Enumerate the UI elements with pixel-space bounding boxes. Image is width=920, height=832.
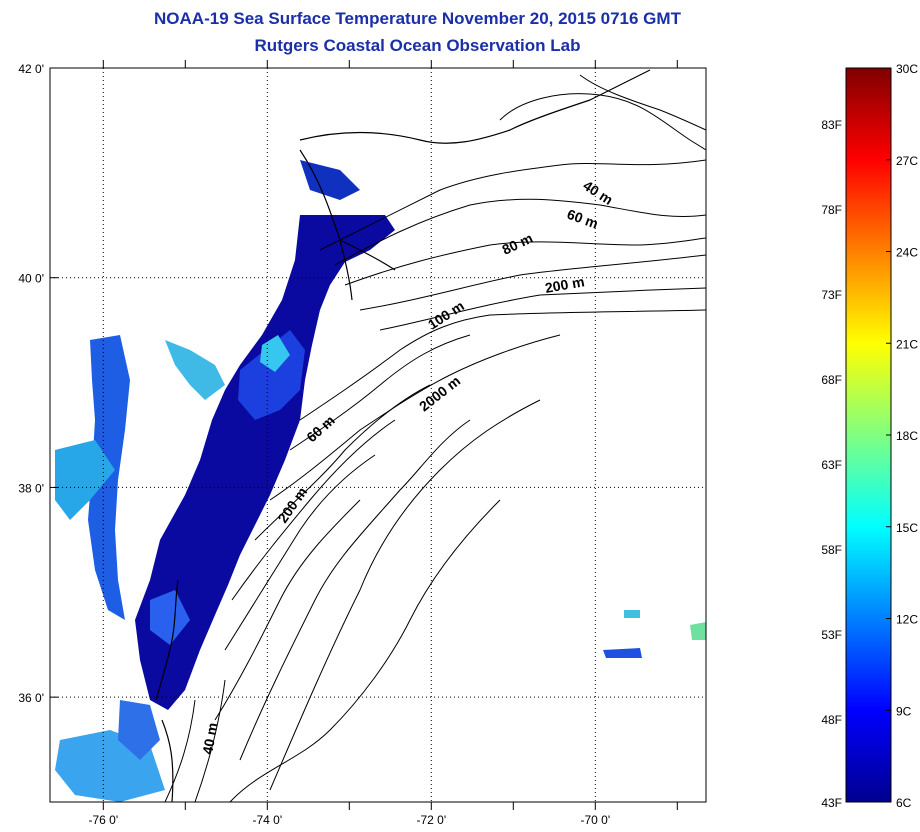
sst-chesapeake-bay: [88, 335, 130, 620]
lon-tick-label: -74 0': [252, 813, 282, 827]
map-content: [55, 69, 706, 802]
sst-nc-coast: [118, 700, 160, 760]
lat-tick-label: 42 0': [18, 62, 44, 76]
colorbar-fahrenheit-label: 83F: [821, 118, 842, 132]
colorbar-celsius-label: 12C: [896, 613, 918, 627]
sst-warm-patch-2: [150, 590, 190, 645]
contour-label: 80 m: [500, 230, 536, 258]
colorbar-celsius-label: 27C: [896, 154, 918, 168]
sst-offshore-patch-2: [690, 622, 706, 640]
colorbar-celsius-label: 9C: [896, 704, 912, 718]
coastline: [155, 69, 651, 802]
colorbar-celsius-label: 15C: [896, 521, 918, 535]
colorbar-celsius-label: 24C: [896, 246, 918, 260]
contour-label: 2000 m: [416, 373, 463, 415]
colorbar-fahrenheit-label: 58F: [821, 543, 842, 557]
sst-offshore-patch: [603, 648, 642, 658]
latitude-labels: 42 0' 40 0' 38 0' 36 0': [18, 62, 58, 705]
colorbar-celsius-label: 30C: [896, 62, 918, 76]
lon-tick-label: -72 0': [416, 813, 446, 827]
lon-tick-label: -76 0': [88, 813, 118, 827]
contour-label: 60 m: [565, 206, 600, 232]
colorbar-fahrenheit-label: 68F: [821, 373, 842, 387]
contour-label: 200 m: [544, 273, 586, 296]
sst-long-island: [300, 160, 360, 200]
colorbar-fahrenheit-label: 53F: [821, 628, 842, 642]
colorbar-fahrenheit-label: 63F: [821, 458, 842, 472]
map-frame: [49, 67, 707, 803]
contour-label: 40 m: [199, 721, 220, 755]
sst-chesapeake-tributaries: [55, 440, 115, 520]
colorbar-celsius-label: 18C: [896, 429, 918, 443]
colorbar-celsius-label: 21C: [896, 337, 918, 351]
colorbar-fahrenheit-label: 78F: [821, 203, 842, 217]
lon-tick-label: -70 0': [580, 813, 610, 827]
map-title: NOAA-19 Sea Surface Temperature November…: [154, 9, 681, 28]
contour-label: 60 m: [303, 412, 337, 445]
colorbar: [845, 67, 892, 803]
colorbar-ticks: 30C 27C 24C 21C 18C 15C 12C 9C 6C 83F 78F 73F 68F 63F…: [821, 62, 918, 810]
lat-tick-label: 38 0': [18, 481, 44, 495]
lat-tick-label: 36 0': [18, 691, 44, 705]
map-subtitle: Rutgers Coastal Ocean Observation Lab: [254, 36, 581, 55]
sst-offshore-patch-3: [624, 610, 640, 618]
contour-label: 100 m: [425, 297, 467, 332]
sst-delaware-bay: [165, 340, 225, 400]
colorbar-fahrenheit-label: 73F: [821, 288, 842, 302]
sst-shelf-region: [135, 215, 395, 710]
colorbar-fahrenheit-label: 43F: [821, 796, 842, 810]
lat-tick-label: 40 0': [18, 272, 44, 286]
contour-label: 200 m: [274, 484, 310, 526]
longitude-labels: -76 0' -74 0' -72 0' -70 0': [88, 60, 678, 827]
colorbar-fahrenheit-label: 48F: [821, 713, 842, 727]
bathymetry-contours: [164, 74, 706, 802]
colorbar-celsius-label: 6C: [896, 796, 912, 810]
